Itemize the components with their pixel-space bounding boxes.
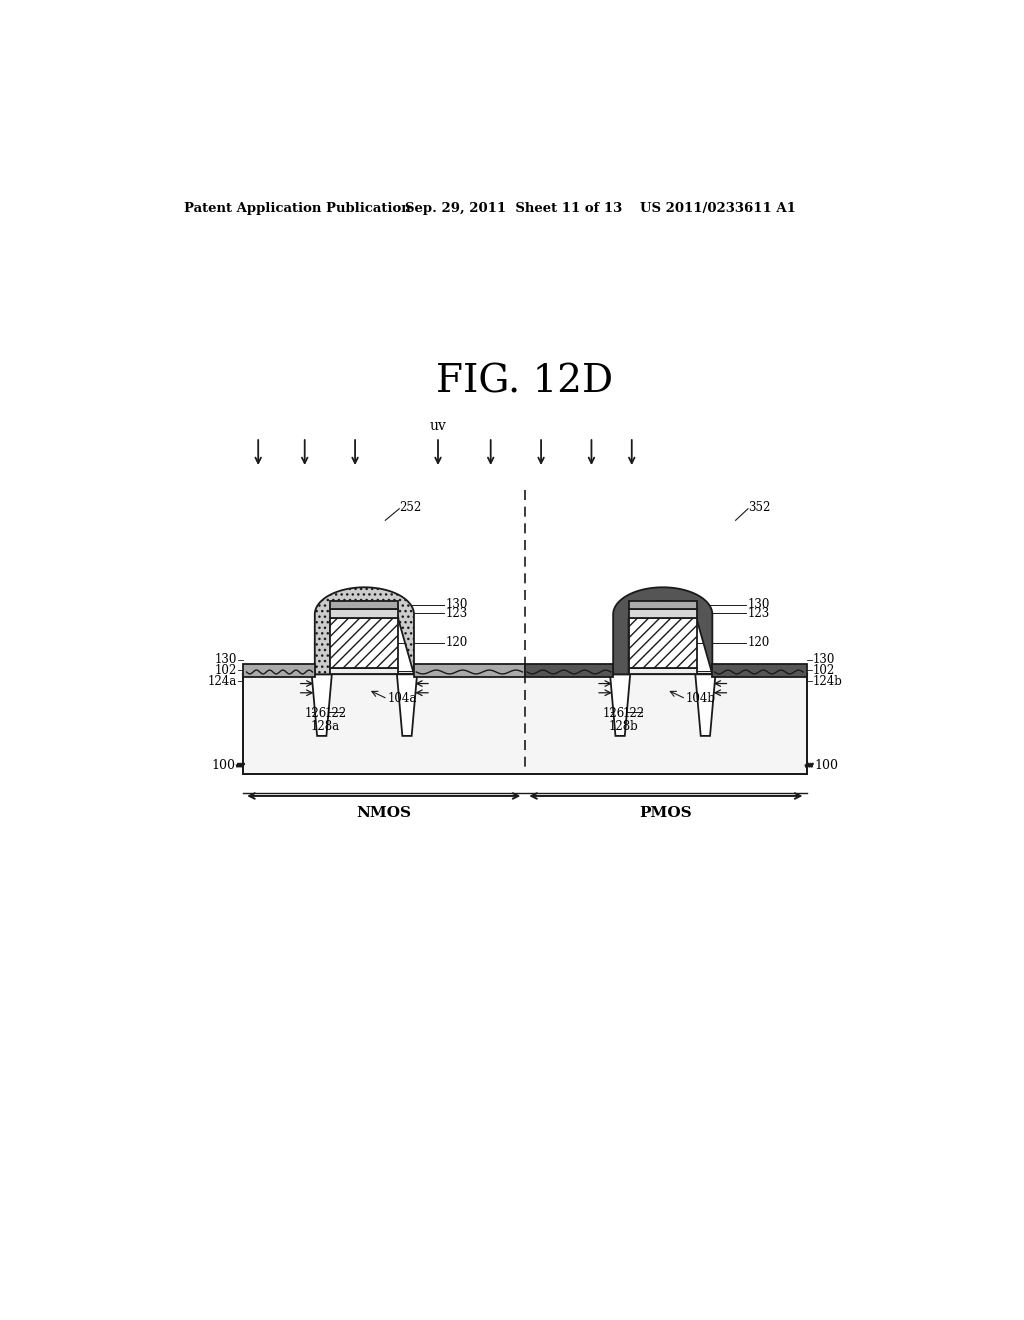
Bar [414, 664, 525, 677]
Text: US 2011/0233611 A1: US 2011/0233611 A1 [640, 202, 796, 215]
Bar [243, 664, 314, 677]
Text: 100: 100 [815, 759, 839, 772]
Text: 352: 352 [748, 500, 770, 513]
Text: 123: 123 [445, 607, 468, 620]
PathPatch shape [613, 587, 713, 675]
Bar [629, 609, 697, 618]
Bar [524, 664, 613, 677]
Text: 126: 126 [304, 706, 327, 719]
Bar [331, 668, 398, 675]
Text: 128a: 128a [311, 719, 340, 733]
Text: 120: 120 [748, 636, 770, 649]
Text: 130: 130 [748, 598, 770, 611]
Text: 120: 120 [445, 636, 468, 649]
Text: 110: 110 [445, 665, 468, 677]
Bar [524, 664, 613, 677]
Bar [331, 618, 398, 643]
PathPatch shape [314, 587, 414, 675]
Bar [331, 618, 398, 668]
Text: uv: uv [429, 420, 446, 433]
Text: 130: 130 [813, 653, 836, 667]
Text: 122: 122 [623, 706, 645, 719]
Text: 122: 122 [325, 706, 347, 719]
Bar [331, 601, 398, 609]
Text: 130: 130 [445, 598, 468, 611]
Bar [713, 664, 807, 677]
PathPatch shape [695, 675, 716, 737]
Text: 130: 130 [214, 653, 237, 667]
Text: FIG. 12D: FIG. 12D [436, 363, 613, 400]
Text: 100: 100 [211, 759, 234, 772]
Text: 110: 110 [748, 665, 770, 677]
Text: 126: 126 [603, 706, 625, 719]
PathPatch shape [610, 675, 630, 737]
Text: 124b: 124b [813, 675, 843, 688]
Bar [629, 618, 697, 668]
Bar [713, 664, 807, 677]
Text: 104b: 104b [686, 693, 716, 705]
Bar [629, 668, 697, 675]
Text: PMOS: PMOS [640, 807, 692, 820]
Text: 128b: 128b [609, 719, 639, 733]
Text: 252: 252 [399, 500, 422, 513]
Bar [629, 601, 697, 609]
Text: 104a: 104a [388, 693, 417, 705]
Text: NMOS: NMOS [356, 807, 412, 820]
PathPatch shape [311, 675, 332, 737]
PathPatch shape [397, 675, 417, 737]
Bar [331, 609, 398, 618]
Bar [414, 664, 525, 677]
Text: 102: 102 [813, 664, 836, 677]
Bar [243, 664, 314, 677]
Text: 123: 123 [748, 607, 770, 620]
Text: Sep. 29, 2011  Sheet 11 of 13: Sep. 29, 2011 Sheet 11 of 13 [406, 202, 623, 215]
Bar [629, 618, 697, 643]
Text: 124a: 124a [207, 675, 237, 688]
Text: 102: 102 [214, 664, 237, 677]
Text: Patent Application Publication: Patent Application Publication [183, 202, 411, 215]
Bar [243, 675, 807, 775]
